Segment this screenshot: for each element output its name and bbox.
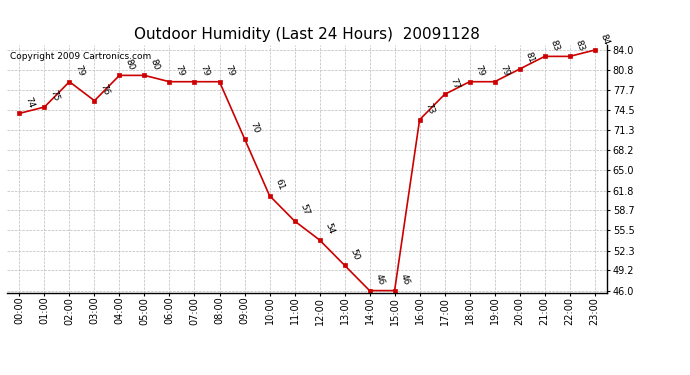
Text: 79: 79	[174, 64, 186, 78]
Text: 61: 61	[274, 178, 286, 192]
Text: 46: 46	[374, 273, 386, 286]
Text: 54: 54	[324, 222, 336, 236]
Text: 57: 57	[299, 203, 311, 217]
Title: Outdoor Humidity (Last 24 Hours)  20091128: Outdoor Humidity (Last 24 Hours) 2009112…	[134, 27, 480, 42]
Text: 77: 77	[448, 76, 461, 90]
Text: 50: 50	[348, 247, 361, 261]
Text: 79: 79	[499, 64, 511, 78]
Text: 80: 80	[124, 57, 136, 71]
Text: 81: 81	[524, 51, 536, 65]
Text: 74: 74	[23, 95, 36, 109]
Text: 83: 83	[574, 38, 586, 52]
Text: 79: 79	[74, 64, 86, 78]
Text: 80: 80	[148, 57, 161, 71]
Text: 79: 79	[224, 64, 236, 78]
Text: 84: 84	[599, 32, 611, 46]
Text: Copyright 2009 Cartronics.com: Copyright 2009 Cartronics.com	[10, 53, 151, 62]
Text: 70: 70	[248, 121, 261, 135]
Text: 73: 73	[424, 102, 436, 115]
Text: 79: 79	[199, 64, 211, 78]
Text: 79: 79	[474, 64, 486, 78]
Text: 46: 46	[399, 273, 411, 286]
Text: 75: 75	[48, 89, 61, 103]
Text: 83: 83	[549, 38, 561, 52]
Text: 76: 76	[99, 82, 111, 96]
